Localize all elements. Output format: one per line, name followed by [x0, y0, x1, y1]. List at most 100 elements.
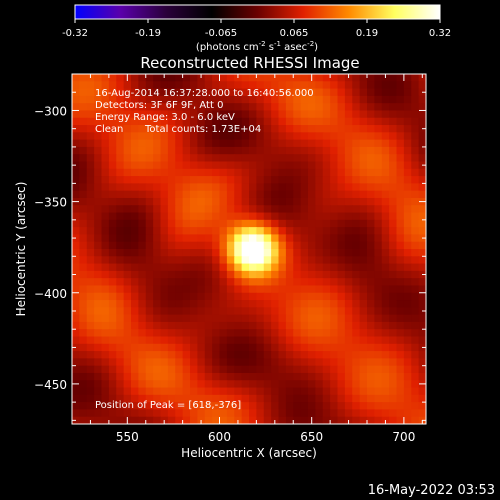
heatmap-cell: [249, 95, 257, 104]
heatmap-cell: [160, 117, 169, 126]
heatmap-cell: [344, 365, 353, 374]
heatmap-cell: [94, 227, 103, 236]
heatmap-cell: [167, 227, 176, 236]
heatmap-cell: [411, 132, 420, 141]
heatmap-cell: [101, 161, 110, 170]
heatmap-cell: [374, 249, 383, 257]
heatmap-cell: [285, 241, 294, 250]
heatmap-cell: [197, 234, 206, 243]
heatmap-cell: [138, 183, 147, 192]
heatmap-cell: [94, 292, 103, 301]
heatmap-cell: [249, 263, 257, 272]
heatmap-cell: [322, 168, 331, 177]
heatmap-cell: [300, 402, 309, 411]
heatmap-cell: [374, 219, 383, 228]
heatmap-cell: [411, 329, 420, 338]
heatmap-cell: [352, 132, 361, 141]
heatmap-cell: [79, 387, 88, 396]
heatmap-cell: [344, 139, 353, 148]
heatmap-cell: [153, 263, 162, 272]
heatmap-cell: [263, 321, 272, 330]
heatmap-cell: [396, 205, 405, 214]
heatmap-cell: [108, 74, 117, 82]
heatmap-cell: [300, 117, 309, 126]
heatmap-cell: [256, 336, 265, 345]
heatmap-cell: [344, 402, 353, 411]
heatmap-cell: [285, 358, 294, 367]
heatmap-cell: [315, 256, 324, 265]
heatmap-cell: [204, 161, 213, 170]
heatmap-cell: [108, 380, 117, 389]
heatmap-cell: [197, 176, 206, 184]
heatmap-cell: [256, 343, 265, 352]
heatmap-cell: [153, 314, 162, 323]
heatmap-cell: [226, 329, 235, 338]
heatmap-cell: [322, 321, 331, 330]
heatmap-cell: [308, 110, 316, 119]
heatmap-cell: [226, 88, 235, 97]
heatmap-cell: [108, 234, 117, 243]
heatmap-cell: [234, 387, 243, 396]
heatmap-cell: [145, 132, 154, 141]
heatmap-cell: [330, 176, 339, 184]
heatmap-cell: [190, 343, 198, 352]
heatmap-cell: [212, 74, 221, 82]
heatmap-cell: [116, 125, 125, 133]
heatmap-cell: [108, 176, 117, 184]
heatmap-cell: [123, 372, 132, 381]
heatmap-cell: [212, 249, 221, 257]
heatmap-cell: [94, 81, 103, 90]
heatmap-cell: [212, 117, 221, 126]
heatmap-cell: [131, 95, 139, 104]
heatmap-cell: [153, 154, 162, 163]
heatmap-cell: [72, 212, 80, 221]
heatmap-cell: [138, 372, 147, 381]
heatmap-cell: [204, 292, 213, 301]
heatmap-cell: [403, 336, 412, 345]
heatmap-cell: [197, 263, 206, 272]
heatmap-cell: [263, 176, 272, 184]
heatmap-cell: [160, 154, 169, 163]
heatmap-cell: [337, 219, 346, 228]
heatmap-cell: [175, 110, 184, 119]
heatmap-cell: [234, 103, 243, 112]
heatmap-cell: [330, 321, 339, 330]
heatmap-cell: [322, 292, 331, 301]
heatmap-cell: [145, 190, 154, 199]
heatmap-cell: [86, 212, 95, 221]
heatmap-cell: [411, 285, 420, 294]
heatmap-cell: [374, 132, 383, 141]
heatmap-cell: [300, 103, 309, 112]
heatmap-cell: [308, 336, 316, 345]
heatmap-cell: [108, 358, 117, 367]
heatmap-cell: [182, 285, 191, 294]
heatmap-cell: [359, 227, 368, 236]
heatmap-cell: [308, 125, 316, 133]
heatmap-cell: [278, 88, 287, 97]
heatmap-cell: [293, 263, 302, 272]
heatmap-cell: [153, 387, 162, 396]
heatmap-cell: [396, 161, 405, 170]
heatmap-cell: [352, 336, 361, 345]
heatmap-cell: [219, 132, 228, 141]
heatmap-cell: [411, 380, 420, 389]
heatmap-cell: [278, 300, 287, 308]
heatmap-cell: [411, 351, 420, 359]
heatmap-cell: [160, 300, 169, 308]
heatmap-cell: [263, 372, 272, 381]
heatmap-cell: [182, 292, 191, 301]
heatmap-cell: [374, 146, 383, 155]
heatmap-cell: [322, 197, 331, 206]
heatmap-cell: [263, 270, 272, 279]
heatmap-cell: [197, 292, 206, 301]
heatmap-cell: [300, 270, 309, 279]
heatmap-cell: [256, 314, 265, 323]
heatmap-cell: [293, 336, 302, 345]
heatmap-cell: [72, 146, 80, 155]
heatmap-cell: [190, 270, 198, 279]
heatmap-cell: [108, 329, 117, 338]
heatmap-cell: [182, 103, 191, 112]
heatmap-cell: [131, 219, 139, 228]
heatmap-cell: [278, 227, 287, 236]
heatmap-cell: [293, 183, 302, 192]
